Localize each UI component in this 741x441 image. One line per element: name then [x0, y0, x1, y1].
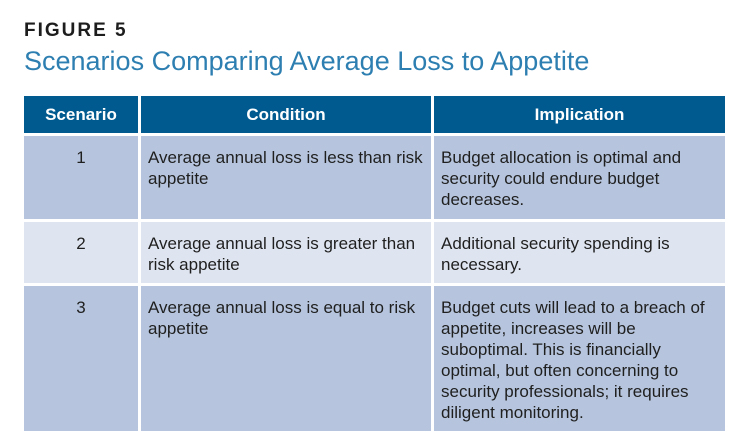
implication-cell: Budget allocation is optimal and securit…	[434, 136, 725, 219]
condition-cell: Average annual loss is equal to risk app…	[141, 286, 431, 431]
scenario-table-container: Scenario Condition Implication 1 Average…	[24, 96, 725, 434]
scenario-table: Scenario Condition Implication 1 Average…	[21, 93, 728, 434]
table-row: 2 Average annual loss is greater than ri…	[24, 222, 725, 283]
table-row: 1 Average annual loss is less than risk …	[24, 136, 725, 219]
header-condition: Condition	[141, 96, 431, 133]
header-implication: Implication	[434, 96, 725, 133]
implication-cell: Additional security spending is necessar…	[434, 222, 725, 283]
implication-cell: Budget cuts will lead to a breach of app…	[434, 286, 725, 431]
table-header-row: Scenario Condition Implication	[24, 96, 725, 133]
header-scenario: Scenario	[24, 96, 138, 133]
condition-cell: Average annual loss is less than risk ap…	[141, 136, 431, 219]
figure-label: FIGURE 5	[24, 20, 128, 41]
scenario-cell: 2	[24, 222, 138, 283]
table-row: 3 Average annual loss is equal to risk a…	[24, 286, 725, 431]
figure-title: Scenarios Comparing Average Loss to Appe…	[24, 46, 590, 76]
condition-cell: Average annual loss is greater than risk…	[141, 222, 431, 283]
scenario-cell: 1	[24, 136, 138, 219]
scenario-cell: 3	[24, 286, 138, 431]
